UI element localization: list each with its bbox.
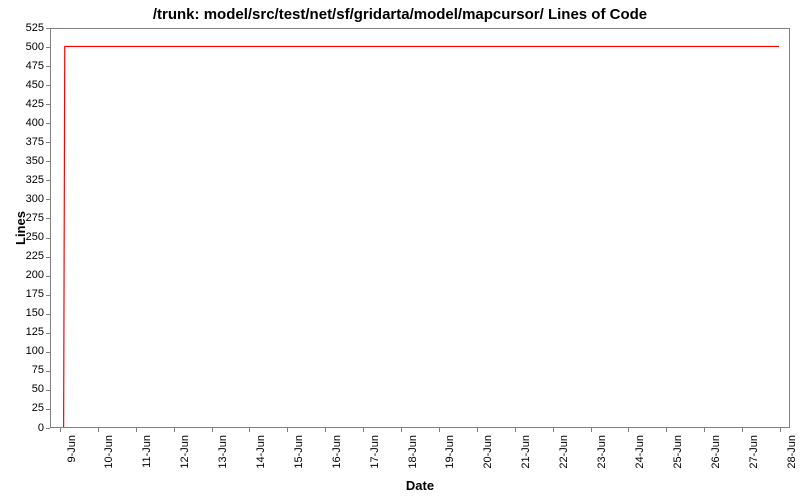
x-tick-mark: [401, 428, 402, 432]
x-tick-mark: [666, 428, 667, 432]
y-tick-mark: [46, 371, 50, 372]
x-tick-label: 28-Jun: [786, 435, 798, 485]
x-tick-label: 9-Jun: [66, 435, 78, 485]
x-tick-mark: [742, 428, 743, 432]
x-tick-mark: [439, 428, 440, 432]
y-tick-label: 200: [14, 269, 44, 281]
y-tick-mark: [46, 28, 50, 29]
x-tick-label: 17-Jun: [369, 435, 381, 485]
chart-title: /trunk: model/src/test/net/sf/gridarta/m…: [0, 6, 800, 23]
x-tick-mark: [174, 428, 175, 432]
y-tick-mark: [46, 123, 50, 124]
y-tick-label: 300: [14, 193, 44, 205]
x-tick-mark: [249, 428, 250, 432]
y-tick-mark: [46, 218, 50, 219]
y-tick-mark: [46, 295, 50, 296]
x-tick-label: 11-Jun: [141, 435, 153, 485]
y-tick-mark: [46, 47, 50, 48]
y-tick-mark: [46, 352, 50, 353]
x-tick-label: 25-Jun: [672, 435, 684, 485]
y-tick-label: 25: [14, 402, 44, 414]
x-tick-label: 19-Jun: [444, 435, 456, 485]
y-tick-label: 325: [14, 174, 44, 186]
line-series: [51, 29, 789, 427]
x-tick-label: 18-Jun: [407, 435, 419, 485]
x-tick-label: 22-Jun: [558, 435, 570, 485]
x-tick-label: 23-Jun: [596, 435, 608, 485]
y-tick-label: 150: [14, 307, 44, 319]
y-tick-mark: [46, 314, 50, 315]
y-tick-label: 175: [14, 288, 44, 300]
y-tick-label: 425: [14, 98, 44, 110]
x-tick-label: 12-Jun: [179, 435, 191, 485]
y-tick-label: 475: [14, 60, 44, 72]
x-tick-mark: [704, 428, 705, 432]
x-tick-mark: [325, 428, 326, 432]
y-tick-mark: [46, 238, 50, 239]
y-tick-mark: [46, 142, 50, 143]
y-tick-mark: [46, 104, 50, 105]
x-tick-mark: [363, 428, 364, 432]
y-tick-label: 350: [14, 155, 44, 167]
y-tick-label: 225: [14, 250, 44, 262]
y-tick-label: 125: [14, 326, 44, 338]
y-tick-label: 400: [14, 117, 44, 129]
y-tick-label: 525: [14, 22, 44, 34]
x-tick-mark: [477, 428, 478, 432]
y-tick-mark: [46, 66, 50, 67]
y-tick-label: 100: [14, 345, 44, 357]
x-tick-mark: [515, 428, 516, 432]
y-tick-label: 250: [14, 231, 44, 243]
y-tick-mark: [46, 199, 50, 200]
y-tick-label: 375: [14, 136, 44, 148]
plot-area: [50, 28, 790, 428]
y-tick-mark: [46, 257, 50, 258]
x-tick-label: 27-Jun: [748, 435, 760, 485]
x-tick-label: 26-Jun: [710, 435, 722, 485]
x-tick-mark: [628, 428, 629, 432]
y-tick-mark: [46, 333, 50, 334]
y-tick-label: 450: [14, 79, 44, 91]
y-tick-mark: [46, 180, 50, 181]
x-tick-mark: [98, 428, 99, 432]
x-tick-label: 21-Jun: [520, 435, 532, 485]
y-tick-label: 75: [14, 364, 44, 376]
y-tick-mark: [46, 85, 50, 86]
x-tick-label: 24-Jun: [634, 435, 646, 485]
x-tick-label: 10-Jun: [103, 435, 115, 485]
x-tick-label: 15-Jun: [293, 435, 305, 485]
x-tick-mark: [591, 428, 592, 432]
y-tick-mark: [46, 428, 50, 429]
x-tick-label: 14-Jun: [255, 435, 267, 485]
y-tick-label: 50: [14, 383, 44, 395]
x-tick-mark: [212, 428, 213, 432]
x-tick-mark: [136, 428, 137, 432]
y-tick-label: 275: [14, 212, 44, 224]
x-tick-label: 20-Jun: [482, 435, 494, 485]
y-tick-mark: [46, 390, 50, 391]
y-tick-mark: [46, 409, 50, 410]
x-tick-mark: [287, 428, 288, 432]
x-tick-mark: [60, 428, 61, 432]
y-tick-mark: [46, 161, 50, 162]
y-tick-label: 500: [14, 41, 44, 53]
y-tick-label: 0: [14, 422, 44, 434]
x-tick-mark: [780, 428, 781, 432]
x-tick-mark: [553, 428, 554, 432]
x-tick-label: 16-Jun: [331, 435, 343, 485]
y-tick-mark: [46, 276, 50, 277]
x-tick-label: 13-Jun: [217, 435, 229, 485]
